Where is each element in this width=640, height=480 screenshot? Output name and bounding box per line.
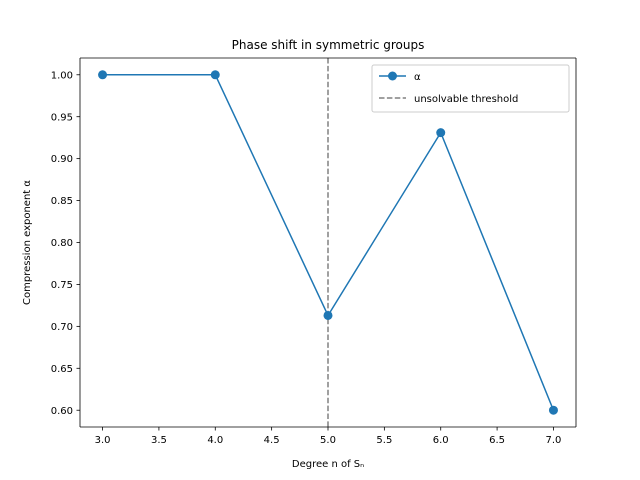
data-point [548, 405, 558, 415]
y-tick-label: 0.75 [51, 280, 73, 291]
chart-title: Phase shift in symmetric groups [232, 38, 425, 52]
legend-threshold-label: unsolvable threshold [414, 94, 518, 105]
x-tick-label: 4.5 [264, 435, 280, 446]
x-axis-ticks: 3.0 3.5 4.0 4.5 5.0 5.5 6.0 6.5 7.0 [95, 427, 562, 446]
y-tick-label: 0.85 [51, 196, 73, 207]
legend-frame [371, 64, 570, 113]
data-point [210, 70, 220, 80]
x-axis-label: Degree n of Sₙ [292, 459, 364, 470]
x-tick-label: 4.0 [207, 435, 223, 446]
x-tick-label: 3.5 [151, 435, 167, 446]
legend: α unsolvable threshold [371, 64, 570, 113]
y-axis-label: Compression exponent α [22, 180, 33, 305]
series-layer [98, 70, 558, 415]
x-tick-label: 3.0 [95, 435, 111, 446]
x-tick-label: 5.5 [376, 435, 392, 446]
y-tick-label: 0.70 [51, 322, 73, 333]
y-tick-label: 0.60 [51, 406, 73, 417]
data-point [436, 128, 446, 138]
x-tick-label: 6.0 [433, 435, 449, 446]
y-tick-label: 0.90 [51, 154, 73, 165]
y-tick-label: 1.00 [51, 70, 73, 81]
y-tick-label: 0.65 [51, 364, 73, 375]
x-tick-label: 5.0 [320, 435, 336, 446]
x-tick-label: 6.5 [489, 435, 505, 446]
y-axis-ticks: 0.60 0.65 0.70 0.75 0.80 0.85 0.90 0.95 1.00 [51, 70, 80, 417]
y-tick-label: 0.95 [51, 112, 73, 123]
x-tick-label: 7.0 [546, 435, 562, 446]
legend-alpha-label: α [414, 72, 421, 83]
legend-alpha-marker [388, 71, 397, 81]
y-tick-label: 0.80 [51, 238, 73, 249]
data-point [323, 310, 333, 320]
data-point [98, 70, 108, 80]
